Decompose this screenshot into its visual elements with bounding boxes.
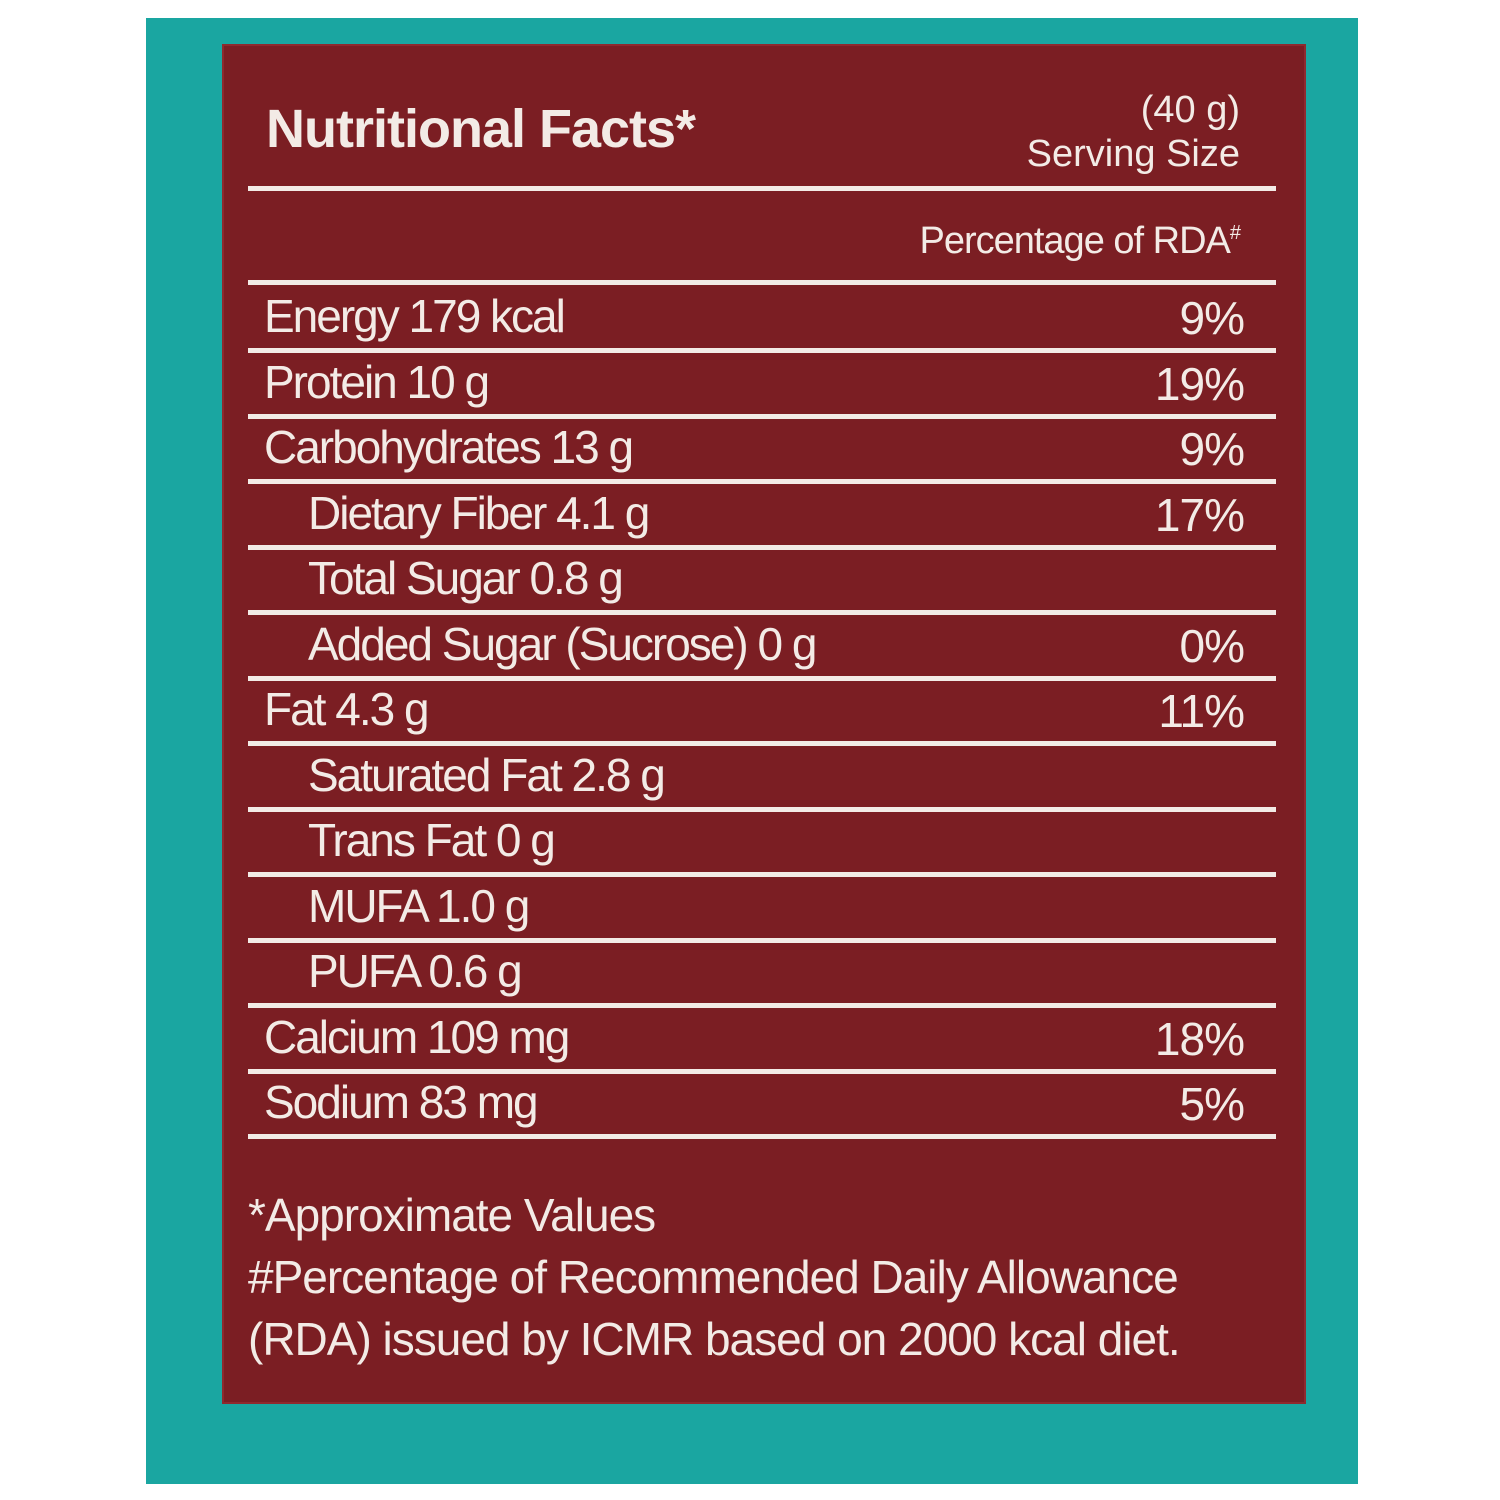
row-divider: [248, 348, 1276, 353]
footnote-rda-source: (RDA) issued by ICMR based on 2000 kcal …: [248, 1313, 1181, 1365]
serving-size: (40 g) Serving Size: [1027, 88, 1240, 176]
nutrient-rda-percent: 5%: [1179, 1078, 1245, 1130]
row-divider: [248, 413, 1276, 419]
row-divider: [248, 741, 1276, 746]
rda-column-header: Percentage of RDA#: [919, 220, 1241, 263]
nutrient-label: Total Sugar 0.8 g: [308, 552, 624, 604]
footnote-rda-definition: #Percentage of Recommended Daily Allowan…: [248, 1251, 1179, 1303]
row-divider: [248, 675, 1276, 681]
row-divider: [248, 1003, 1276, 1008]
nutrient-row: Dietary Fiber 4.1 g 17%: [222, 485, 1306, 550]
nutrition-facts-panel: Nutritional Facts* (40 g) Serving Size P…: [222, 44, 1306, 1404]
serving-label: Serving Size: [1026, 133, 1240, 175]
nutrient-row: Saturated Fat 2.8 g: [222, 747, 1306, 812]
panel-title: Nutritional Facts*: [266, 99, 696, 159]
nutrient-row: PUFA 0.6 g: [222, 943, 1306, 1008]
nutrient-row: Total Sugar 0.8 g: [222, 550, 1306, 615]
rda-divider: [248, 280, 1276, 285]
row-divider: [248, 872, 1276, 877]
nutrient-row: MUFA 1.0 g: [222, 878, 1306, 943]
nutrient-row: Added Sugar (Sucrose) 0 g 0%: [222, 616, 1306, 681]
nutrient-rda-percent: 9%: [1179, 423, 1245, 475]
nutrient-label: Added Sugar (Sucrose) 0 g: [308, 617, 817, 670]
nutrient-row: Fat 4.3 g 11%: [222, 681, 1306, 746]
nutrient-label: PUFA 0.6 g: [308, 945, 523, 997]
nutrient-label: Sodium 83 mg: [264, 1076, 539, 1128]
row-divider: [248, 806, 1276, 812]
serving-amount: (40 g): [1140, 89, 1240, 131]
nutrient-rda-percent: 9%: [1179, 292, 1245, 344]
nutrient-row: Carbohydrates 13 g 9%: [222, 419, 1306, 484]
row-divider: [248, 610, 1276, 615]
rda-header-text: Percentage of RDA: [919, 220, 1230, 262]
row-divider: [248, 479, 1276, 484]
nutrient-rda-percent: 18%: [1154, 1012, 1245, 1065]
nutrient-rda-percent: 19%: [1154, 357, 1245, 410]
footnotes: *Approximate Values #Percentage of Recom…: [248, 1184, 1181, 1370]
nutrient-label: Saturated Fat 2.8 g: [308, 748, 666, 801]
nutrient-label: Energy 179 kcal: [264, 290, 566, 342]
row-divider: [248, 544, 1276, 550]
nutrient-label: Dietary Fiber 4.1 g: [308, 486, 650, 539]
footnote-approximate: *Approximate Values: [248, 1189, 656, 1241]
row-divider: [248, 937, 1276, 943]
nutrient-label: Carbohydrates 13 g: [264, 421, 634, 473]
nutrient-label: Trans Fat 0 g: [308, 814, 556, 866]
nutrient-label: MUFA 1.0 g: [308, 879, 530, 932]
nutrient-row: Energy 179 kcal 9%: [222, 288, 1306, 353]
nutrient-rda-percent: 17%: [1154, 488, 1245, 541]
nutrient-row: Trans Fat 0 g: [222, 812, 1306, 877]
nutrient-label: Calcium 109 mg: [264, 1010, 570, 1063]
nutrient-row: Calcium 109 mg 18%: [222, 1009, 1306, 1074]
rda-header-mark: #: [1229, 222, 1241, 244]
nutrient-label: Fat 4.3 g: [264, 683, 430, 735]
nutrient-rda-percent: 0%: [1179, 619, 1245, 672]
nutrient-row: Sodium 83 mg 5%: [222, 1074, 1306, 1139]
nutrient-rda-percent: 11%: [1158, 685, 1245, 737]
nutrient-row: Protein 10 g 19%: [222, 354, 1306, 419]
row-divider: [248, 1068, 1276, 1074]
header-divider: [248, 186, 1276, 191]
row-divider: [248, 1134, 1276, 1139]
nutrient-label: Protein 10 g: [264, 355, 490, 408]
